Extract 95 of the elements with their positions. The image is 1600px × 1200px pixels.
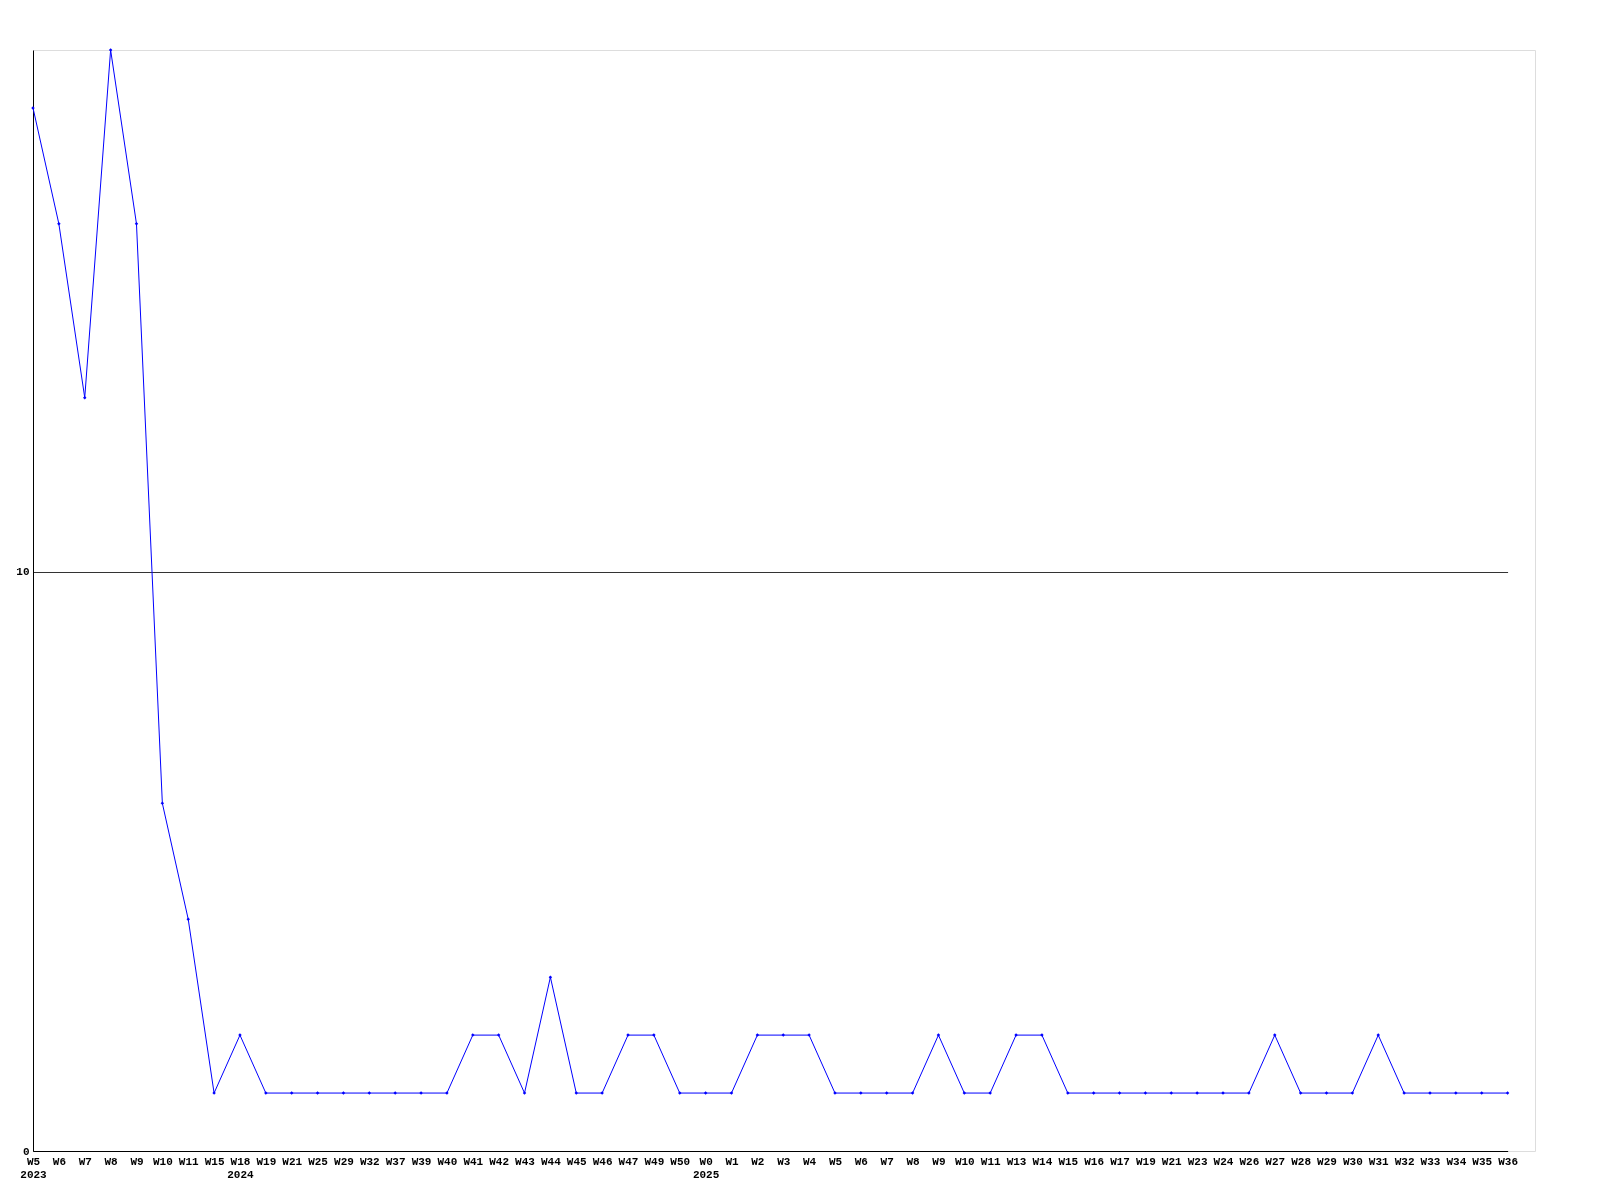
x-tick-label: W2	[751, 1155, 765, 1168]
point	[936, 1033, 941, 1037]
x-tick-label: W5 2023	[20, 1155, 48, 1181]
point	[678, 1091, 682, 1095]
x-tick-label: W0 2025	[692, 1155, 720, 1181]
x-tick-label: W9	[130, 1155, 144, 1168]
x-tick-label: W10	[954, 1155, 975, 1168]
y-tick-label: 0	[22, 1145, 30, 1158]
x-tick-label: W18 2024	[227, 1155, 255, 1181]
x-tick-label: W4	[803, 1155, 817, 1168]
x-tick-label: W46	[592, 1155, 613, 1168]
x-tick-label: W39	[411, 1155, 432, 1168]
point	[289, 1091, 294, 1095]
point	[1117, 1091, 1122, 1095]
x-tick-label: W19	[256, 1155, 277, 1168]
x-tick-label: W28	[1291, 1155, 1312, 1168]
x-tick-label: W10	[152, 1155, 173, 1168]
x-tick-label: W6	[52, 1155, 66, 1168]
point	[522, 1091, 527, 1095]
point	[108, 48, 113, 52]
point	[548, 975, 553, 979]
point	[1505, 1091, 1510, 1095]
point	[910, 1091, 915, 1095]
x-tick-label: W11	[980, 1155, 1001, 1168]
x-tick-label: W40	[437, 1155, 458, 1168]
x-tick-label: W13	[1006, 1155, 1027, 1168]
point	[703, 1091, 708, 1095]
point	[1298, 1091, 1303, 1095]
point	[1324, 1091, 1329, 1095]
point	[755, 1033, 760, 1037]
point	[496, 1033, 501, 1037]
x-tick-label: W27	[1265, 1155, 1286, 1168]
x-tick-label: W23	[1187, 1155, 1208, 1168]
x-tick-label: W3	[777, 1155, 791, 1168]
x-tick-label: W30	[1342, 1155, 1363, 1168]
x-tick-label: W31	[1368, 1155, 1390, 1168]
point	[1376, 1033, 1380, 1037]
x-tick-label: W47	[618, 1155, 639, 1168]
point	[315, 1091, 320, 1095]
x-tick-label: W26	[1239, 1155, 1260, 1168]
y-tick-label: 10	[16, 566, 30, 579]
x-tick-label: W49	[644, 1155, 665, 1168]
x-tick-label: W25	[308, 1155, 329, 1168]
x-tick-label: W42	[489, 1155, 510, 1168]
x-tick-label: W29	[1317, 1155, 1337, 1168]
x-tick-label: W9	[932, 1155, 946, 1168]
x-tick-label: W1	[725, 1155, 739, 1168]
point	[367, 1091, 372, 1095]
point	[1169, 1091, 1174, 1095]
x-tick-label: W43	[515, 1155, 536, 1168]
x-tick-label: W19	[1136, 1155, 1156, 1168]
x-tick-label: W15	[1058, 1155, 1079, 1168]
x-tick-label: W8	[104, 1155, 119, 1168]
x-tick-label: W7	[78, 1155, 92, 1168]
x-tick-label: W11	[178, 1155, 200, 1168]
point	[134, 222, 139, 226]
point	[160, 801, 165, 806]
x-tick-label: W8	[906, 1155, 921, 1168]
x-tick-label: W14	[1032, 1155, 1053, 1168]
point	[1479, 1091, 1484, 1095]
x-tick-label: W21	[1161, 1155, 1183, 1168]
x-tick-label: W7	[880, 1155, 894, 1168]
point	[781, 1033, 785, 1037]
x-tick-label: W32	[1394, 1155, 1415, 1168]
x-tick-label: W37	[385, 1155, 406, 1168]
point	[341, 1091, 346, 1095]
point	[574, 1091, 578, 1095]
point	[186, 917, 190, 921]
x-tick-label: W34	[1446, 1155, 1467, 1168]
x-tick-label: W29	[334, 1155, 354, 1168]
point	[57, 222, 61, 226]
x-tick-label: W32	[359, 1155, 380, 1168]
x-tick-label: W35	[1472, 1155, 1493, 1168]
x-tick-label: W50	[670, 1155, 691, 1168]
x-tick-label: W41	[463, 1155, 484, 1168]
x-tick-label: W33	[1420, 1155, 1441, 1168]
x-tick-label: W17	[1110, 1155, 1130, 1168]
x-tick-label: W6	[854, 1155, 868, 1168]
point	[1091, 1091, 1096, 1095]
point	[962, 1091, 967, 1095]
x-tick-label: W44	[540, 1155, 562, 1168]
point	[729, 1091, 734, 1095]
point	[884, 1091, 889, 1095]
point	[471, 1033, 475, 1037]
x-tick-label: W24	[1213, 1155, 1234, 1168]
point	[1143, 1091, 1148, 1095]
x-tick-label: W5	[828, 1155, 843, 1168]
point	[1273, 1033, 1277, 1037]
x-tick-label: W16	[1084, 1155, 1105, 1168]
x-tick-label: W15	[204, 1155, 225, 1168]
x-tick-label: W36	[1498, 1155, 1518, 1168]
point	[83, 395, 87, 400]
x-tick-label: W21	[282, 1155, 303, 1168]
x-tick-label: W45	[566, 1155, 588, 1168]
point	[1350, 1091, 1355, 1095]
